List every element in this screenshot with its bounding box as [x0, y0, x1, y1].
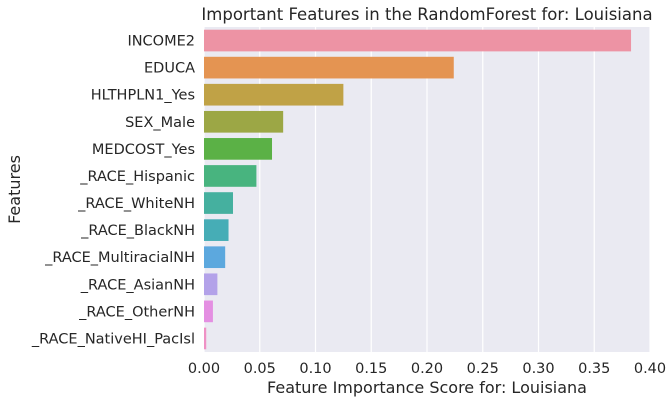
- y-tick-label: _RACE_MultiracialNH: [44, 250, 195, 266]
- y-tick-label: _RACE_Hispanic: [79, 169, 195, 185]
- x-axis-label: Feature Importance Score for: Louisiana: [267, 378, 587, 397]
- x-tick-label: 0.05: [244, 361, 276, 377]
- y-tick-label: INCOME2: [127, 34, 195, 50]
- grid-lines: [203, 27, 651, 352]
- y-tick-label: HLTHPLN1_Yes: [91, 88, 195, 104]
- x-tick-labels: 0.00 0.05 0.10 0.15 0.20 0.25 0.30 0.35 0.40: [188, 361, 666, 377]
- y-tick-label: MEDCOST_Yes: [92, 142, 195, 158]
- y-tick-label: _RACE_BlackNH: [80, 223, 195, 239]
- chart-title: Important Features in the RandomForest f…: [201, 5, 652, 24]
- bar-race-othernh: [204, 300, 213, 323]
- bar-race-whitenh: [204, 192, 233, 214]
- y-axis-label: Features: [5, 155, 24, 224]
- bar-educa: [204, 56, 454, 79]
- bar-race-asiannh: [204, 273, 218, 296]
- x-tick-label: 0.35: [578, 361, 610, 377]
- bar-race-nativehi-pacisl: [204, 327, 207, 350]
- y-tick-label: _RACE_OtherNH: [78, 304, 195, 320]
- bar-income2: [204, 29, 632, 52]
- bar-medcost-yes: [204, 138, 273, 160]
- y-tick-label: _RACE_AsianNH: [80, 277, 195, 293]
- bar-race-hispanic: [204, 165, 257, 187]
- bars: [204, 29, 632, 350]
- x-tick-label: 0.20: [411, 361, 443, 377]
- y-tick-label: SEX_Male: [125, 115, 195, 131]
- bar-hlthpln1-yes: [204, 83, 344, 106]
- x-tick-label: 0.15: [355, 361, 387, 377]
- bar-sex-male: [204, 110, 284, 133]
- y-tick-labels: INCOME2 EDUCA HLTHPLN1_Yes SEX_Male MEDCOST_…: [31, 34, 195, 348]
- y-tick-label: _RACE_NativeHI_PacIsl: [31, 331, 195, 347]
- x-tick-label: 0.10: [299, 361, 331, 377]
- x-tick-label: 0.25: [467, 361, 499, 377]
- y-tick-label: EDUCA: [144, 61, 195, 77]
- bar-race-blacknh: [204, 219, 229, 241]
- x-tick-label: 0.40: [634, 361, 666, 377]
- bar-race-multiracialnh: [204, 246, 226, 269]
- x-tick-label: 0.00: [188, 361, 220, 377]
- y-tick-label: _RACE_WhiteNH: [77, 196, 195, 212]
- x-tick-label: 0.30: [522, 361, 554, 377]
